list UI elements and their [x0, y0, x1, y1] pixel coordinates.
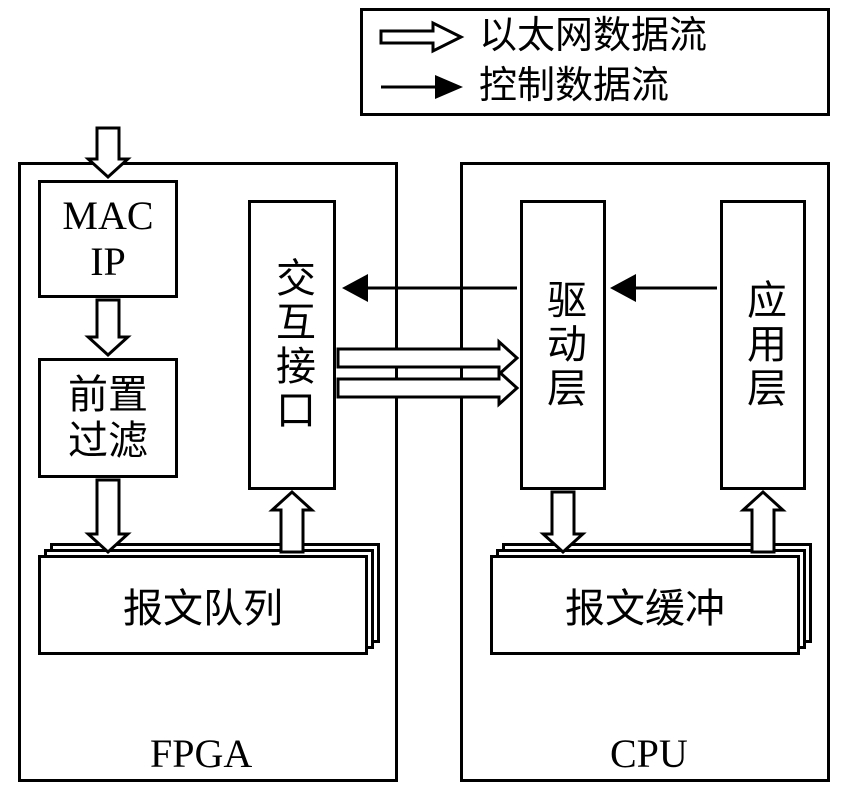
prefilter-line1: 前置 — [68, 372, 148, 418]
app-box: 应用层 — [720, 200, 806, 490]
fpga-label: FPGA — [150, 730, 252, 777]
buffer-label: 报文缓冲 — [565, 576, 725, 634]
mac-ip-line2: IP — [90, 239, 126, 285]
driver-label: 驱动层 — [540, 279, 586, 411]
legend-solid-label: 控制数据流 — [479, 65, 669, 109]
legend-hollow-arrow-icon — [375, 19, 465, 55]
prefilter-line2: 过滤 — [68, 418, 148, 464]
cpu-label: CPU — [610, 730, 688, 777]
app-label: 应用层 — [740, 279, 786, 411]
driver-box: 驱动层 — [520, 200, 606, 490]
queue-box: 报文队列 — [38, 555, 368, 655]
prefilter-box: 前置 过滤 — [38, 358, 178, 478]
legend-hollow-label: 以太网数据流 — [479, 15, 707, 59]
interface-label: 交互接口 — [269, 257, 315, 433]
legend-solid-arrow-icon — [375, 69, 465, 105]
interface-box: 交互接口 — [248, 200, 336, 490]
legend-box: 以太网数据流 控制数据流 — [360, 8, 830, 116]
mac-ip-line1: MAC — [62, 193, 153, 239]
diagram-root: 以太网数据流 控制数据流 FPGA MAC IP 前置 过滤 报文队列 — [0, 0, 842, 803]
queue-label: 报文队列 — [123, 576, 283, 634]
mac-ip-box: MAC IP — [38, 180, 178, 298]
buffer-box: 报文缓冲 — [490, 555, 800, 655]
